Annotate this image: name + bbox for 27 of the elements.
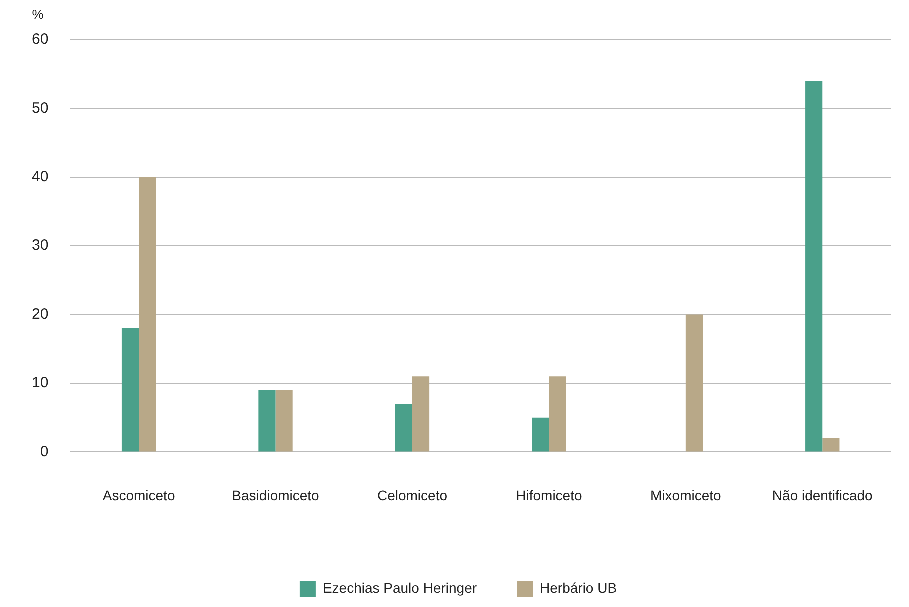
x-tick-label: Não identificado xyxy=(772,487,874,504)
legend-label: Ezechias Paulo Heringer xyxy=(322,580,478,596)
x-tick-label: Hifomiceto xyxy=(516,487,582,504)
bar xyxy=(549,376,566,452)
bar xyxy=(532,418,550,452)
bar xyxy=(686,314,704,452)
bar xyxy=(139,177,156,452)
y-tick-label: 10 xyxy=(32,374,49,392)
y-tick-label: 20 xyxy=(32,306,49,323)
y-tick-label: 60 xyxy=(32,31,49,48)
legend-label: Herbário UB xyxy=(540,580,618,596)
y-tick-label: 50 xyxy=(32,100,49,117)
y-tick-label: 30 xyxy=(32,237,49,254)
y-tick-label: 40 xyxy=(32,168,49,186)
bar xyxy=(122,328,140,452)
bar xyxy=(822,438,840,452)
y-tick-label: 0 xyxy=(40,443,49,460)
bar xyxy=(258,390,276,452)
y-axis-title: % xyxy=(32,7,44,22)
bar xyxy=(276,390,293,452)
bar xyxy=(395,404,412,452)
x-tick-label: Mixomiceto xyxy=(650,487,722,504)
bar xyxy=(412,376,430,452)
x-tick-label: Celomiceto xyxy=(377,487,448,504)
x-tick-label: Basidiomiceto xyxy=(232,487,320,504)
x-tick-label: Ascomiceto xyxy=(102,487,176,504)
bar xyxy=(806,81,823,452)
